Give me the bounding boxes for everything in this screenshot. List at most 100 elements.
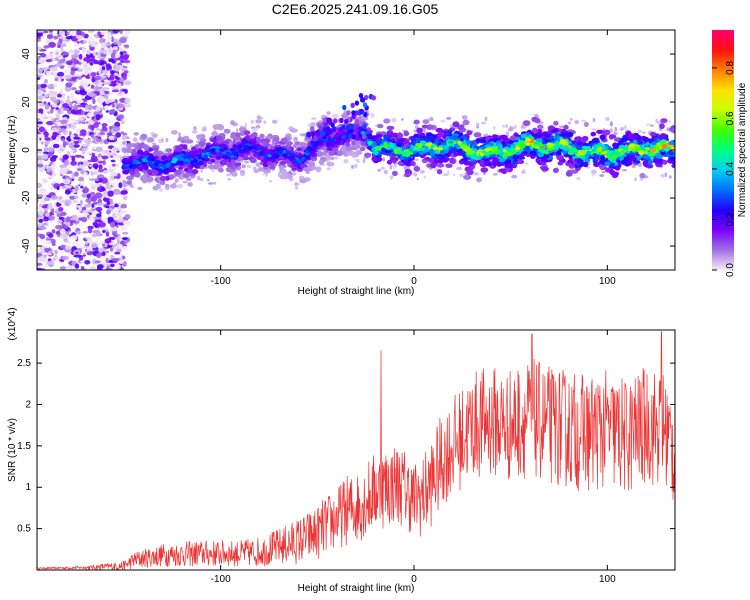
spectrogram-band-blob xyxy=(559,133,566,138)
spectrogram-noise-blob xyxy=(75,109,82,115)
spectrogram-band-blob xyxy=(318,159,325,165)
spectrogram-band-blob xyxy=(466,130,473,136)
spectrogram-noise-blob xyxy=(78,53,83,60)
spectrogram-band-blob xyxy=(242,155,250,161)
spectrogram-noise-blob xyxy=(99,239,103,246)
spectrogram-noise-blob xyxy=(119,30,123,34)
spectrogram-noise-blob xyxy=(73,136,81,140)
spectrogram-noise-blob xyxy=(263,120,267,124)
spectrogram-noise-blob xyxy=(73,49,80,54)
spectrogram-noise-blob xyxy=(57,56,64,60)
spectrogram-band-blob xyxy=(463,174,472,180)
spectrogram-noise-blob xyxy=(370,113,375,118)
spectrogram-band-blob xyxy=(185,139,194,144)
spectrogram-noise-blob xyxy=(81,193,88,198)
spectrogram-band-blob xyxy=(383,118,391,124)
spectrogram-noise-blob xyxy=(56,202,62,207)
spectrogram-noise-blob xyxy=(81,155,85,159)
spectrogram-band-blob xyxy=(303,167,311,172)
spectrogram-noise-blob xyxy=(57,108,62,112)
spectrogram-noise-blob xyxy=(58,30,63,34)
spectrogram-noise-blob xyxy=(46,260,55,266)
spectrogram-band-blob xyxy=(177,147,184,152)
spectrogram-band-blob xyxy=(431,155,438,160)
spectrogram-noise-blob xyxy=(668,120,671,123)
spectrogram-noise-blob xyxy=(118,114,125,120)
spectrogram-band-blob xyxy=(638,140,643,145)
spectrogram-noise-blob xyxy=(65,199,71,204)
spectrogram-noise-blob xyxy=(51,229,56,234)
spectrogram-noise-blob xyxy=(65,82,73,88)
spectrogram-band-blob xyxy=(403,130,410,137)
spectrogram-noise-blob xyxy=(123,70,129,74)
spectrogram-band-blob xyxy=(152,185,159,191)
spectrogram-noise-blob xyxy=(78,176,85,182)
spectrogram-noise-blob xyxy=(92,98,96,105)
spectrogram-band-blob xyxy=(447,129,453,135)
spectrogram-band-blob xyxy=(551,129,558,134)
spectrogram-band-blob xyxy=(563,124,569,130)
spectrogram-noise-blob xyxy=(50,163,58,170)
spectrogram-noise-blob xyxy=(447,169,450,175)
spectrogram-noise-blob xyxy=(122,245,128,252)
spectrogram-band-blob xyxy=(609,162,615,167)
spectrogram-noise-blob xyxy=(382,157,386,162)
spectrogram-noise-blob xyxy=(121,184,128,188)
spectrogram-noise-blob xyxy=(83,245,89,249)
spectrogram-band-blob xyxy=(459,124,465,130)
spectrogram-band-blob xyxy=(396,142,402,148)
spectrogram-noise-blob xyxy=(137,186,143,191)
spectrogram-noise-blob xyxy=(92,146,97,150)
spectrogram-noise-blob xyxy=(38,209,44,216)
spectrogram-noise-blob xyxy=(108,236,116,241)
spectrogram-band-blob xyxy=(326,161,335,167)
spectrogram-noise-blob xyxy=(41,153,49,160)
spectrogram-noise-blob xyxy=(599,174,604,177)
spectrogram-noise-blob xyxy=(624,125,627,130)
spectrogram-noise-blob xyxy=(152,142,156,145)
spectrogram-noise-blob xyxy=(60,65,64,69)
spectrogram-noise-blob xyxy=(83,40,87,44)
spectrogram-noise-blob xyxy=(112,146,119,152)
spectrogram-band-blob xyxy=(642,160,648,165)
spectrogram-noise-blob xyxy=(73,199,79,204)
spectrogram-noise-blob xyxy=(60,119,68,125)
spectrogram-noise-blob xyxy=(45,70,52,77)
spectrogram-band-blob xyxy=(310,155,318,162)
spectrogram-noise-blob xyxy=(93,33,98,37)
spectrogram-noise-blob xyxy=(400,118,404,121)
spectrogram-band-blob xyxy=(462,119,470,126)
spectrogram-noise-blob xyxy=(459,173,464,178)
spectrogram-band-blob xyxy=(533,118,541,124)
spectrogram-band-blob xyxy=(413,133,419,138)
spectrogram-noise-blob xyxy=(269,180,272,183)
spectrogram-noise-blob xyxy=(244,122,248,128)
spectrogram-noise-blob xyxy=(80,185,84,189)
spectrogram-noise-blob xyxy=(107,47,111,54)
spectrogram-band-blob xyxy=(152,147,159,152)
spectrogram-noise-blob xyxy=(96,213,102,218)
spectrogram-noise-blob xyxy=(57,77,62,83)
spectrogram-noise-blob xyxy=(37,267,42,270)
spectrogram-noise-blob xyxy=(92,230,98,234)
spectrogram-band-blob xyxy=(492,158,500,163)
spectrogram-noise-blob xyxy=(37,31,44,37)
spectrogram-noise-blob xyxy=(591,128,597,131)
spectrogram-marks xyxy=(37,30,675,270)
spectrogram-band-blob xyxy=(141,174,147,179)
spectrogram-noise-blob xyxy=(380,167,386,170)
spectrogram-band-blob xyxy=(527,129,532,134)
spectrogram-band-blob xyxy=(636,135,642,140)
spectrogram-band-blob xyxy=(190,146,197,152)
spectrogram-noise-blob xyxy=(165,137,169,143)
spectrogram-noise-blob xyxy=(56,71,65,77)
spectrogram-band-blob xyxy=(353,143,361,149)
spectrogram-noise-blob xyxy=(112,46,119,51)
spectrogram-noise-blob xyxy=(414,125,419,129)
spectrogram-noise-blob xyxy=(74,185,79,192)
spectrogram-band-blob xyxy=(273,136,280,142)
spectrogram-noise-blob xyxy=(81,266,85,270)
spectrogram-noise-blob xyxy=(63,69,72,74)
spectrogram-band-blob xyxy=(137,149,144,155)
spectrogram-noise-blob xyxy=(78,217,84,221)
